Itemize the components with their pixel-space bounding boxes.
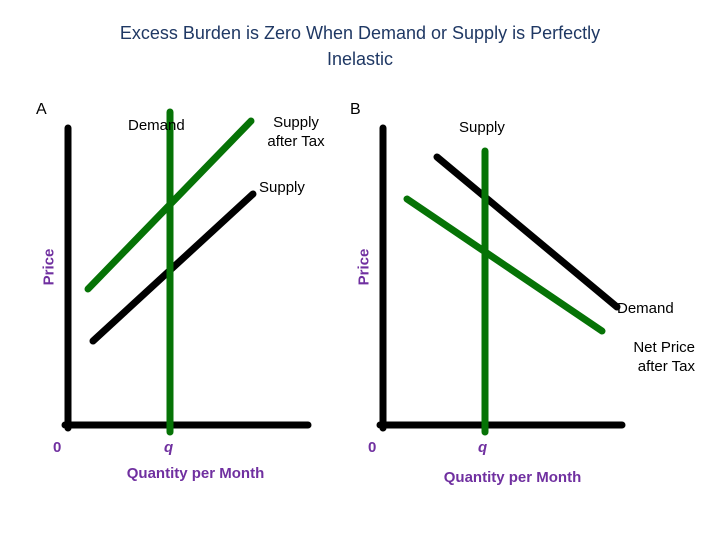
panel-a-origin-label: 0 <box>53 439 62 456</box>
panel-b-q-tick-label: q <box>478 439 488 456</box>
panel-a-supply-label: Supply <box>259 179 305 196</box>
panel-b-x-axis-label: Quantity per Month <box>443 469 582 486</box>
panel-b-label: B <box>350 101 361 118</box>
panel-b-net-price-label: Net Price after Tax <box>633 339 695 375</box>
panel-b-net-price-line <box>403 195 606 335</box>
panel-a-price-axis-label: Price <box>40 248 58 286</box>
panel-a-supply-after-tax-label: Supply after Tax <box>267 114 325 150</box>
panel-b-supply-label: Supply <box>459 119 505 136</box>
panel-b-price-axis-label: Price <box>355 248 373 286</box>
panel-a-label: A <box>36 101 47 118</box>
panel-a-q-tick-label: q <box>164 439 174 456</box>
panel-a-demand-label: Demand <box>128 117 185 134</box>
panel-b-origin-label: 0 <box>368 439 377 456</box>
slide-title: Excess Burden is Zero When Demand or Sup… <box>119 23 601 69</box>
panel-b-demand-label: Demand <box>617 300 674 317</box>
panel-b-demand-line <box>433 153 621 311</box>
panel-a-x-axis-label: Quantity per Month <box>126 465 265 482</box>
